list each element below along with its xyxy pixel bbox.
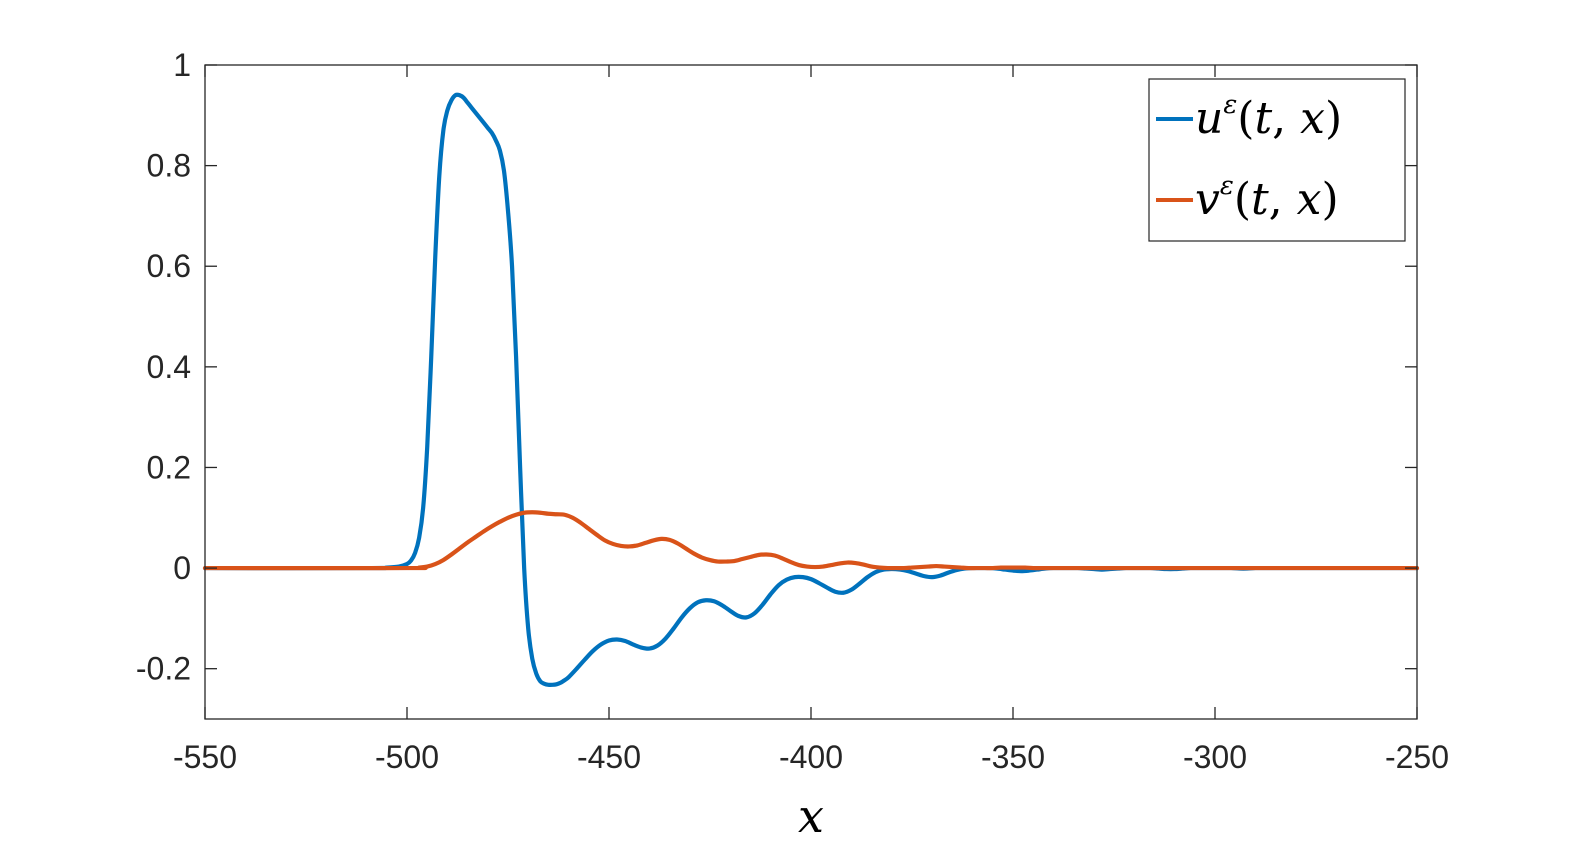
legend: uε(t, x) vε(t, x) (1148, 78, 1406, 242)
y-tick-label: 0.8 (147, 148, 191, 184)
x-tick-label: -500 (375, 739, 439, 775)
y-tick-labels: -0.2 0 0.2 0.4 0.6 0.8 1 (136, 47, 191, 687)
x-tick-label: -400 (779, 739, 843, 775)
series-line-v (202, 510, 1420, 571)
legend-entry-u: uε(t, x) (1156, 90, 1342, 144)
x-axis-label: x (798, 789, 824, 843)
legend-box (1148, 78, 1406, 242)
y-tick-label: -0.2 (136, 651, 191, 687)
x-tick-label: -350 (981, 739, 1045, 775)
x-tick-label: -300 (1183, 739, 1247, 775)
legend-label-u: uε(t, x) (1195, 90, 1342, 144)
legend-label-v: vε(t, x) (1195, 171, 1339, 225)
y-tick-label: 0.2 (147, 449, 191, 485)
legend-entry-v: vε(t, x) (1156, 171, 1339, 225)
x-tick-label: -250 (1385, 739, 1449, 775)
x-tick-labels: -550 -500 -450 -400 -350 -300 -250 (173, 739, 1449, 775)
y-tick-label: 0.4 (147, 349, 191, 385)
axes-box (204, 64, 1418, 720)
series-layer (202, 92, 1420, 687)
x-tick-label: -550 (173, 739, 237, 775)
y-tick-label: 1 (173, 47, 191, 83)
x-tick-label: -450 (577, 739, 641, 775)
y-tick-label: 0 (173, 550, 191, 586)
y-tick-label: 0.6 (147, 248, 191, 284)
